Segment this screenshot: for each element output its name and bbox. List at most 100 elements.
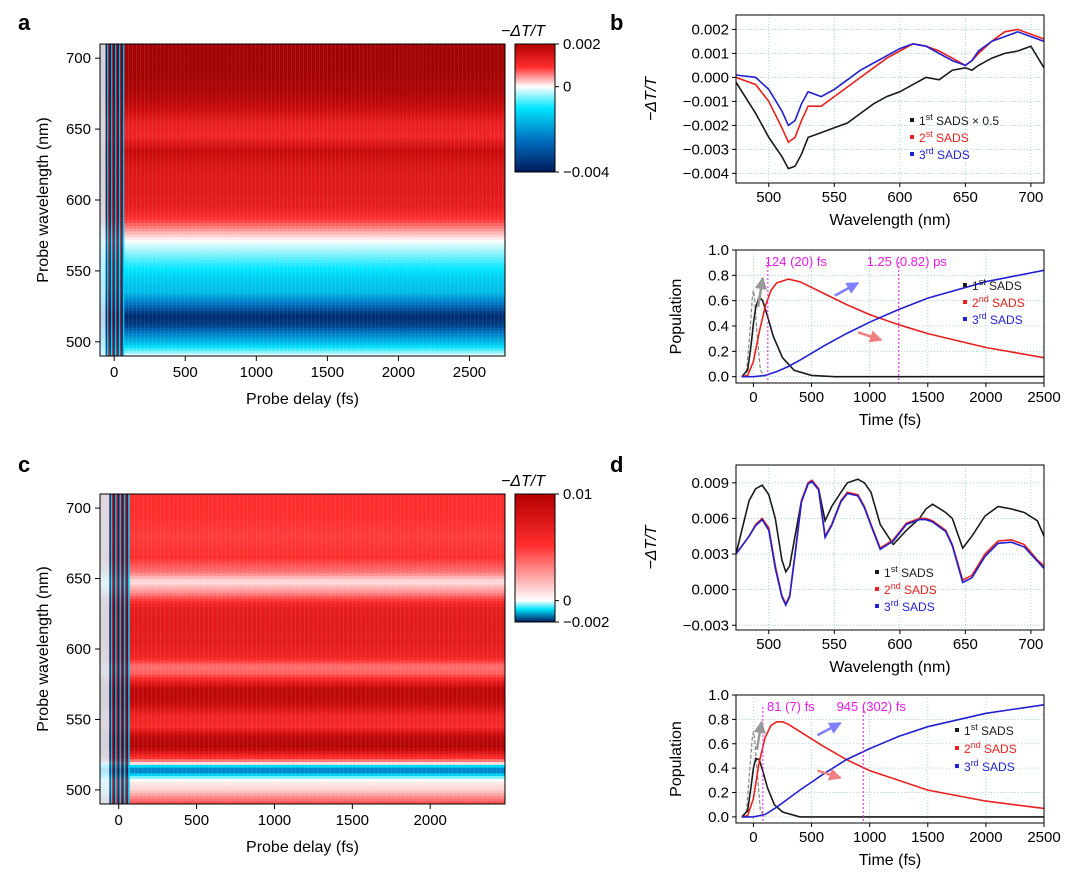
a-band	[100, 259, 505, 263]
c-xlabel: Probe delay (fs)	[246, 839, 359, 856]
d1-ytick-label: 0.009	[691, 475, 729, 492]
c-band	[100, 603, 505, 608]
c-band	[100, 727, 505, 732]
a-band	[100, 267, 505, 272]
c-band	[100, 507, 505, 512]
a-band	[100, 117, 505, 121]
b1-legend-sup: st	[926, 112, 934, 122]
a-band	[100, 290, 505, 294]
a-band	[100, 222, 505, 226]
heatmap-a: 0 500 1000 1500 2000 2500 500 550 600 650 700 Probe…	[35, 23, 609, 408]
d1-xtick-label: 500	[756, 636, 781, 653]
b2-legend-text: SADS	[987, 313, 1023, 327]
a-xtick-label: 2000	[382, 364, 415, 381]
a-artifact	[107, 44, 109, 356]
b2-legend-entry: 2nd SADS	[972, 294, 1025, 310]
a-band	[100, 151, 505, 155]
d1-legend-marker	[875, 570, 879, 574]
b2-xtick-label: 2000	[969, 389, 1002, 406]
d1-legend-num: 1	[884, 566, 891, 580]
b2-ytick-label: 0.8	[708, 267, 729, 284]
b1-legend-num: 3	[919, 148, 926, 162]
c-band	[100, 499, 505, 503]
c-band	[100, 648, 505, 653]
c-band	[100, 561, 505, 565]
a-band	[100, 233, 505, 238]
d1-frame	[735, 464, 1045, 631]
c-band	[100, 682, 505, 686]
c-band	[100, 654, 505, 658]
d2-legend-sup: rd	[971, 758, 979, 768]
d2-annotation-label: 945 (302) fs	[837, 699, 907, 714]
a-band	[100, 313, 505, 317]
a-band	[100, 185, 505, 189]
c-ytick-label: 550	[66, 711, 91, 728]
c-band	[100, 665, 505, 670]
b2-xtick-label: 1500	[911, 389, 944, 406]
a-band	[100, 188, 505, 192]
a-band	[100, 216, 505, 221]
d1-legend-entry: 3rd SADS	[884, 598, 935, 614]
c-band	[100, 645, 505, 650]
a-ytick-label: 700	[66, 50, 91, 67]
c-xtick-label: 500	[184, 812, 209, 829]
c-band	[100, 533, 505, 537]
b1-xlabel: Wavelength (nm)	[829, 212, 950, 229]
b2-xtick-label: 500	[799, 389, 824, 406]
d2-arrow	[816, 721, 842, 737]
b1-legend-entry: 1st SADS × 0.5	[919, 112, 999, 128]
a-band	[100, 108, 505, 113]
b2-xtick-label: 1000	[853, 389, 886, 406]
d2-legend-sup: nd	[971, 740, 981, 750]
a-artifact	[113, 44, 116, 356]
a-band	[100, 262, 505, 266]
c-band	[100, 761, 505, 765]
a-colorbar-label: −ΔT/T	[501, 23, 546, 40]
c-xtick-label: 0	[115, 812, 123, 829]
d1-xtick-label: 650	[953, 636, 978, 653]
c-band	[100, 662, 505, 667]
c-band	[100, 631, 505, 636]
a-band	[100, 205, 505, 209]
c-band	[100, 524, 505, 529]
d2-xtick-label: 1500	[911, 829, 944, 846]
b2-xtick-label: 0	[749, 389, 757, 406]
a-band	[100, 352, 505, 356]
d2-ytick-label: 0.8	[708, 711, 729, 728]
c-band	[100, 628, 505, 633]
a-band	[100, 284, 505, 289]
panel-letter-a: a	[18, 10, 31, 35]
d2-legend-text: SADS	[981, 742, 1017, 756]
a-xtick-label: 0	[110, 364, 118, 381]
c-ylabel: Probe wavelength (nm)	[35, 566, 52, 731]
c-band	[100, 721, 505, 726]
c-band	[100, 792, 505, 796]
a-band	[100, 49, 505, 53]
a-band	[100, 304, 505, 309]
a-band	[100, 100, 505, 104]
c-band	[100, 552, 505, 557]
a-band	[100, 228, 505, 232]
c-xtick-label: 1000	[258, 812, 291, 829]
a-band	[100, 330, 505, 334]
a-band	[100, 120, 505, 124]
a-band	[100, 279, 505, 283]
c-artifact	[118, 494, 120, 804]
a-heat-body	[100, 44, 505, 356]
b1-xtick-label: 650	[953, 189, 978, 206]
b1-legend-sup: rd	[926, 146, 934, 156]
a-band	[100, 134, 505, 138]
d1-legend-marker	[875, 587, 879, 591]
d1-ytick-label: 0.006	[691, 510, 729, 527]
b1-ytick-label: −0.002	[683, 117, 729, 134]
a-band	[100, 80, 505, 85]
a-artifact	[116, 44, 118, 356]
b1-ytick-label: −0.004	[683, 165, 729, 182]
heatmap-c: 0 500 1000 1500 2000 500 550 600 650 700 Probe del…	[35, 473, 609, 856]
b2-ytick-label: 0.4	[708, 318, 729, 335]
d1-ytick-label: 0.000	[691, 582, 729, 599]
a-artifact	[122, 44, 125, 356]
d2-series-1	[741, 757, 1044, 818]
d1-legend-text: SADS	[898, 566, 934, 580]
